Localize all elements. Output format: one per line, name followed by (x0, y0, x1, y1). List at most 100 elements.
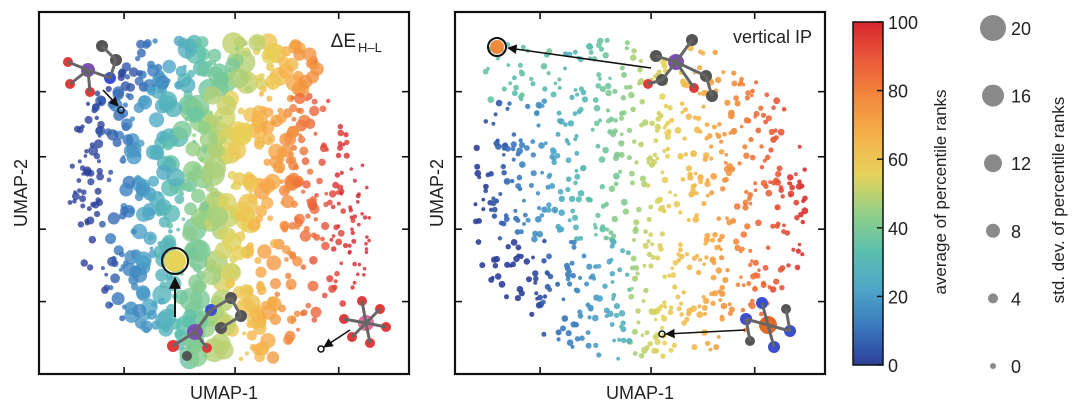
scatter-point (280, 200, 285, 205)
scatter-point (569, 260, 575, 266)
scatter-point (687, 174, 694, 181)
size-legend-value: 20 (1011, 19, 1031, 39)
scatter-point (337, 144, 343, 151)
scatter-point (680, 110, 685, 115)
scatter-point (278, 56, 290, 68)
scatter-point (498, 220, 504, 226)
scatter-point (618, 310, 626, 317)
scatter-point (81, 172, 85, 176)
scatter-point (253, 321, 267, 335)
molecule-bottom-right-icon (740, 297, 796, 353)
scatter-point (719, 316, 725, 322)
scatter-point (173, 289, 189, 305)
scatter-point (670, 272, 677, 278)
scatter-point (639, 99, 645, 105)
scatter-point (505, 244, 511, 250)
scatter-point (313, 233, 321, 241)
scatter-point (709, 256, 717, 263)
scatter-point (697, 91, 702, 96)
scatter-point (159, 281, 167, 289)
molecule-upper-left-icon (63, 40, 122, 97)
scatter-point (633, 219, 640, 226)
scatter-point (655, 255, 661, 261)
scatter-point (768, 147, 774, 153)
scatter-point (725, 268, 730, 273)
scatter-point (749, 298, 755, 304)
scatter-point (565, 139, 570, 144)
scatter-point (183, 182, 193, 191)
scatter-point (666, 128, 672, 134)
scatter-point (501, 170, 507, 176)
scatter-point (199, 201, 209, 211)
scatter-point (774, 204, 781, 211)
scatter-point (593, 225, 598, 230)
scatter-point (536, 230, 544, 238)
scatter-point (362, 215, 368, 220)
scatter-point (741, 82, 746, 87)
scatter-point (616, 356, 621, 361)
scatter-point (209, 187, 220, 198)
scatter-point (602, 283, 608, 289)
scatter-point (292, 178, 302, 188)
scatter-point (690, 150, 697, 158)
scatter-point (162, 59, 176, 74)
scatter-point (748, 302, 756, 310)
scatter-point (81, 189, 87, 195)
scatter-point (306, 198, 310, 203)
scatter-point (676, 258, 681, 263)
scatter-point (481, 197, 486, 202)
scatter-point (333, 224, 340, 231)
panel1-highlight-upper (117, 106, 125, 114)
colorbar-tick-label: 40 (888, 219, 908, 239)
scatter-point (321, 241, 330, 251)
scatter-point (238, 356, 244, 362)
scatter-point (776, 165, 783, 172)
size-legend-value: 16 (1011, 87, 1031, 107)
scatter-point (794, 264, 801, 271)
scatter-point (704, 180, 711, 188)
scatter-point (504, 261, 511, 268)
scatter-point (666, 203, 672, 209)
scatter-point (72, 199, 77, 204)
scatter-point (695, 269, 702, 276)
scatter-point (238, 193, 258, 214)
scatter-point (337, 229, 345, 237)
scatter-point (119, 108, 129, 118)
scatter-point (298, 74, 313, 89)
scatter-point (794, 172, 798, 177)
scatter-point (182, 225, 198, 242)
scatter-point (104, 272, 109, 277)
scatter-point (593, 342, 599, 348)
scatter-point (719, 233, 725, 240)
scatter-point (654, 338, 661, 346)
scatter-point (337, 141, 343, 146)
scatter-point (203, 86, 222, 105)
scatter-point (727, 302, 732, 307)
scatter-point (560, 325, 566, 332)
scatter-point (620, 337, 627, 344)
scatter-point (119, 182, 133, 197)
scatter-point (290, 144, 298, 151)
scatter-point (573, 224, 579, 231)
scatter-point (599, 184, 605, 190)
scatter-point (110, 273, 120, 284)
panel1-highlight-large (161, 247, 189, 275)
scatter-point (595, 143, 601, 149)
scatter-point (508, 81, 513, 86)
scatter-point (309, 196, 317, 204)
scatter-point (492, 262, 499, 269)
scatter-point (733, 95, 739, 101)
scatter-point (632, 238, 636, 242)
scatter-point (288, 286, 292, 290)
scatter-point (555, 223, 562, 230)
scatter-point (285, 272, 292, 279)
scatter-point (784, 230, 791, 236)
scatter-point (596, 295, 603, 302)
scatter-point (662, 125, 667, 130)
scatter-point (684, 316, 690, 322)
scatter-point (791, 247, 796, 252)
scatter-point (495, 143, 502, 150)
scatter-point (731, 80, 738, 87)
scatter-point (646, 239, 651, 244)
scatter-point (216, 95, 237, 116)
